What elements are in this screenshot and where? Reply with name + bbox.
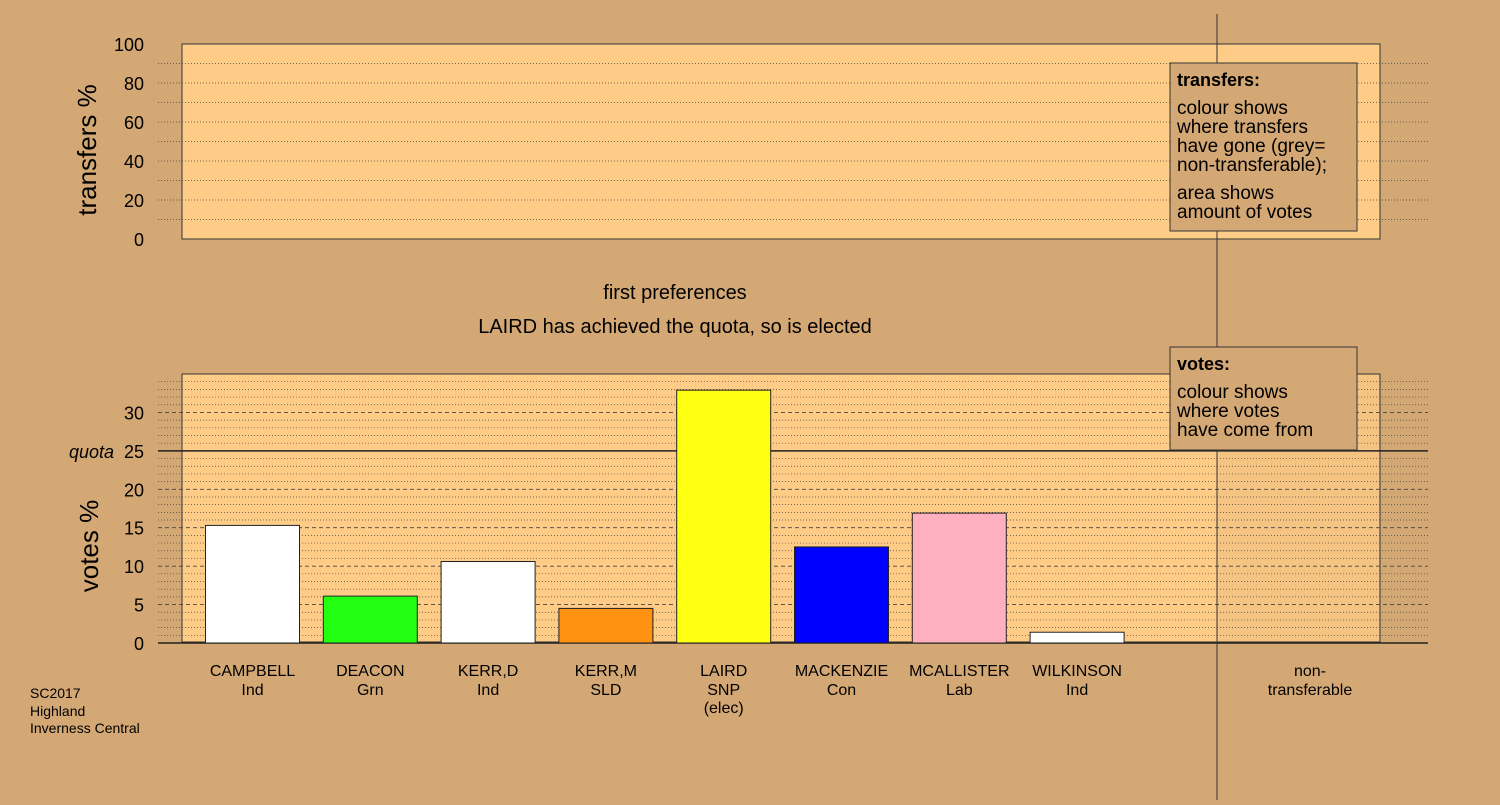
votes-tick-label: 25 [124, 442, 144, 462]
candidate-party: Ind [477, 682, 499, 699]
transfers-tick-label: 20 [124, 191, 144, 211]
transfers-legend-line: colour shows [1177, 98, 1288, 119]
votes-tick-label: 0 [134, 634, 144, 654]
transfers-axis-title: transfers % [72, 84, 102, 216]
transfers-legend-line: non-transferable); [1177, 155, 1327, 176]
votes-tick-label: 30 [124, 403, 144, 423]
bar-campbell [205, 524, 300, 644]
candidate-party: SLD [590, 682, 621, 699]
candidate-status: (elec) [704, 700, 744, 717]
candidate-name: LAIRD [700, 663, 747, 680]
transfers-legend-line: where transfers [1176, 117, 1308, 138]
candidate-name: CAMPBELL [210, 663, 295, 680]
votes-tick-label: 15 [124, 519, 144, 539]
candidate-labels: CAMPBELL Ind DEACON Grn KERR,D Ind KERR,M SLD LA… [210, 663, 1122, 717]
votes-legend-line: have come from [1177, 420, 1313, 441]
council-label: Highland [30, 703, 85, 719]
bar-mackenzie [794, 546, 889, 644]
transfers-tick-label: 40 [124, 152, 144, 172]
candidate-name: KERR,M [575, 663, 637, 680]
votes-tick-label: 5 [134, 596, 144, 616]
candidate-party: Con [827, 682, 856, 699]
votes-legend-box [1169, 346, 1358, 451]
candidate-name: KERR,D [458, 663, 518, 680]
election-label: SC2017 [30, 685, 81, 701]
transfers-legend: transfers: colour shows where transfers … [1169, 62, 1358, 232]
votes-tick-label: 20 [124, 480, 144, 500]
transfers-legend-line: area shows [1177, 183, 1274, 204]
votes-legend-line: where votes [1176, 401, 1279, 422]
candidate-name: DEACON [336, 663, 404, 680]
votes-legend-title: votes: [1177, 354, 1230, 374]
candidate-party: Ind [241, 682, 263, 699]
bar-kerr-d [440, 561, 536, 644]
votes-y-ticks: 30 25 20 15 10 5 0 [124, 403, 144, 654]
transfers-tick-label: 80 [124, 74, 144, 94]
candidate-party: Grn [357, 682, 384, 699]
transfers-legend-line: amount of votes [1177, 202, 1312, 223]
result-caption: LAIRD has achieved the quota, so is elec… [478, 316, 872, 338]
transfers-legend-box [1169, 62, 1358, 232]
bar-mcallister [911, 512, 1007, 644]
votes-legend-line: colour shows [1177, 382, 1288, 403]
nontransferable-label-line2: transferable [1268, 682, 1353, 699]
bar-deacon [322, 595, 418, 644]
transfers-legend-line: have gone (grey= [1177, 136, 1325, 157]
stage-caption: first preferences [603, 282, 746, 304]
candidate-name: WILKINSON [1032, 663, 1122, 680]
vote-bars [205, 389, 1125, 644]
transfers-tick-label: 60 [124, 113, 144, 133]
quota-label: quota [69, 442, 114, 462]
candidate-party: Lab [946, 682, 973, 699]
transfers-tick-label: 100 [114, 35, 144, 55]
candidate-party: SNP [707, 682, 740, 699]
nontransferable-label-line1: non- [1294, 663, 1326, 680]
votes-axis-title: votes % [74, 500, 104, 593]
votes-legend: votes: colour shows where votes have com… [1169, 346, 1358, 451]
ward-label: Inverness Central [30, 720, 140, 736]
bar-kerr-m [558, 607, 654, 644]
candidate-name: MACKENZIE [795, 663, 888, 680]
transfers-legend-title: transfers: [1177, 70, 1260, 90]
candidate-party: Ind [1066, 682, 1088, 699]
transfers-y-ticks: 100 80 60 40 20 0 [114, 35, 144, 250]
candidate-name: MCALLISTER [909, 663, 1009, 680]
votes-tick-label: 10 [124, 557, 144, 577]
transfers-tick-label: 0 [134, 230, 144, 250]
bar-wilkinson [1029, 631, 1125, 644]
bar-laird [676, 389, 772, 644]
